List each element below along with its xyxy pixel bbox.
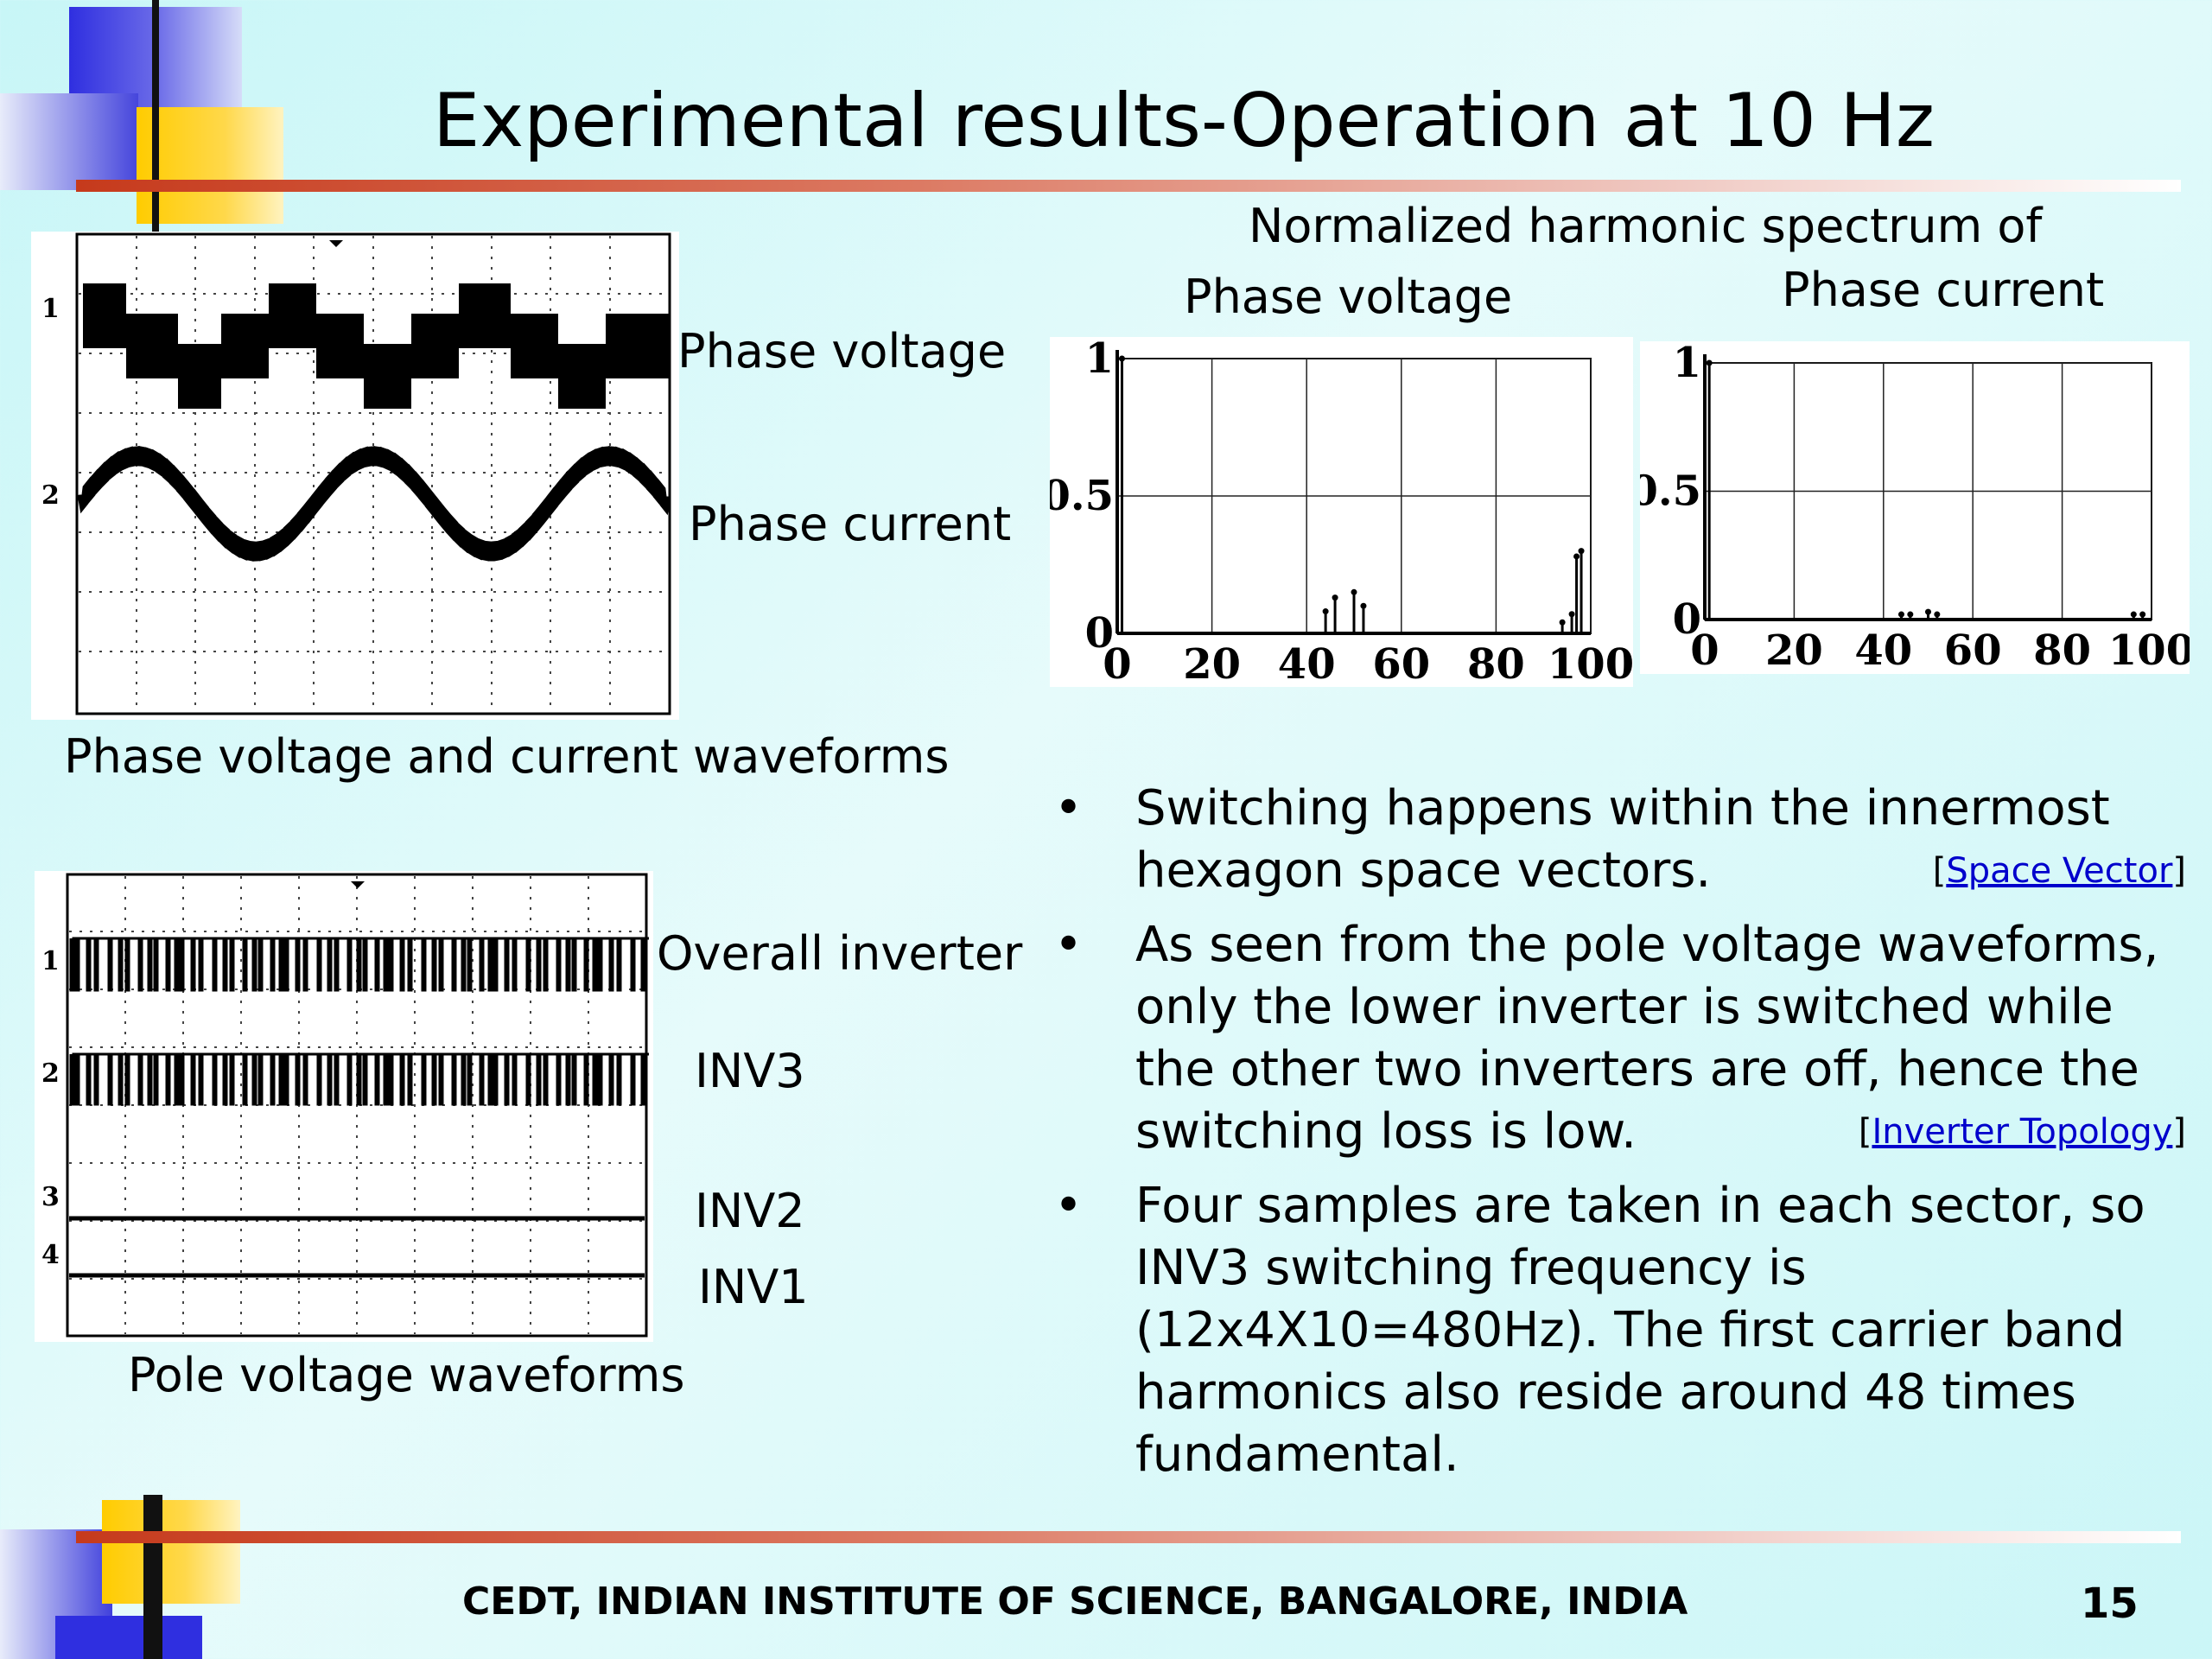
spectrum-bar-tip <box>2130 611 2137 618</box>
x-tick-label: 80 <box>1467 640 1525 687</box>
page-number: 15 <box>2081 1580 2139 1628</box>
corner-decoration-top <box>0 0 285 233</box>
current-spectrum-panel: 0 20 40 60 80 100 0 0.5 1 <box>1629 339 2195 675</box>
spectrum-bar-tip <box>1573 553 1580 560</box>
footer-institution: CEDT, INDIAN INSTITUTE OF SCIENCE, BANGA… <box>462 1580 1688 1624</box>
inv3-label: INV3 <box>695 1044 805 1098</box>
spectrum-bar-tip <box>1934 611 1941 618</box>
spectrum-bar-tip <box>1322 608 1329 615</box>
bullet-item: • As seen from the pole voltage waveform… <box>1046 914 2186 1163</box>
voltage-spectrum-chart: 0 20 40 60 80 100 0 0.5 1 <box>1041 334 1634 689</box>
phase-voltage-label: Phase voltage <box>677 324 1007 378</box>
spectrum-bar-tip <box>1578 548 1585 555</box>
y-tick-label: 0 <box>1085 609 1114 658</box>
current-spectrum-chart: 0 20 40 60 80 100 0 0.5 1 <box>1629 339 2195 675</box>
y-tick-label: 0.5 <box>1050 472 1114 520</box>
spectrum-bar-tip <box>1360 602 1367 609</box>
scope-pole-panel <box>35 871 653 1342</box>
bullet-dot-icon: • <box>1054 1178 1084 1234</box>
scope-phase-panel <box>31 232 679 720</box>
voltage-spectrum-panel: 0 20 40 60 80 100 0 0.5 1 <box>1041 334 1634 689</box>
x-tick-label: 80 <box>2033 626 2091 674</box>
pole-channel-marker-1: 1 <box>41 946 60 976</box>
overall-inverter-label: Overall inverter <box>657 926 1023 981</box>
x-tick-label: 40 <box>1278 640 1336 687</box>
bullet-item: • Four samples are taken in each sector,… <box>1046 1175 2186 1486</box>
x-tick-label: 100 <box>2108 626 2190 674</box>
spectrum-bar-tip <box>2139 611 2146 618</box>
bullet-dot-icon: • <box>1054 917 1084 973</box>
scope-phase-caption: Phase voltage and current waveforms <box>64 729 950 784</box>
space-vector-link-wrapper: [Space Vector] <box>1932 851 2186 891</box>
title-divider <box>76 180 2181 192</box>
phase-current-label: Phase current <box>689 497 1012 551</box>
x-tick-label: 0 <box>1690 626 1719 674</box>
inverter-topology-link-wrapper: [Inverter Topology] <box>1858 1112 2186 1152</box>
inv1-label: INV1 <box>698 1260 809 1314</box>
y-tick-label: 1 <box>1673 341 1701 387</box>
pole-channel-marker-3: 3 <box>41 1182 60 1212</box>
scope-pole-waveforms <box>66 873 649 1338</box>
corner-decoration-bottom <box>0 1495 259 1659</box>
y-tick-label: 0.5 <box>1640 467 1701 516</box>
y-tick-label: 0 <box>1673 595 1701 644</box>
bullet-text: Switching happens within the innermost h… <box>1135 780 2110 899</box>
pole-channel-marker-4: 4 <box>41 1240 60 1270</box>
inv2-label: INV2 <box>695 1184 805 1238</box>
spectrum-bar-tip <box>1925 608 1931 615</box>
spectrum-bar-tip <box>1907 611 1914 618</box>
slide-title: Experimental results-Operation at 10 Hz <box>432 78 1935 164</box>
spectrum-bar-tip <box>1351 588 1357 595</box>
scope-channel-marker-2: 2 <box>41 480 60 511</box>
footer-divider <box>76 1531 2181 1543</box>
inverter-topology-link[interactable]: Inverter Topology <box>1872 1112 2173 1152</box>
scope-pole-caption: Pole voltage waveforms <box>128 1348 685 1402</box>
x-tick-label: 20 <box>1183 640 1241 687</box>
x-tick-label: 60 <box>1372 640 1430 687</box>
y-tick-label: 1 <box>1085 337 1114 383</box>
space-vector-link[interactable]: Space Vector <box>1946 851 2173 891</box>
x-tick-label: 40 <box>1854 626 1912 674</box>
spectrum-heading: Normalized harmonic spectrum of <box>1249 199 2043 253</box>
x-tick-label: 0 <box>1103 640 1131 687</box>
spectrum-current-title: Phase current <box>1782 263 2105 317</box>
spectrum-voltage-title: Phase voltage <box>1184 270 1513 324</box>
x-tick-label: 20 <box>1765 626 1823 674</box>
x-tick-label: 60 <box>1944 626 2002 674</box>
bullet-item: • Switching happens within the innermost… <box>1046 778 2186 902</box>
scope-phase-waveforms <box>75 232 671 715</box>
spectrum-bar-tip <box>1332 594 1338 601</box>
scope-channel-marker-1: 1 <box>41 294 60 324</box>
x-tick-label: 100 <box>1548 640 1633 687</box>
spectrum-bar-tip <box>1568 611 1575 618</box>
spectrum-bar-tip <box>1559 619 1566 626</box>
spectrum-bar-tip <box>1897 611 1904 618</box>
bullet-list: • Switching happens within the innermost… <box>1046 778 2186 1498</box>
bullet-text: Four samples are taken in each sector, s… <box>1135 1178 2145 1483</box>
bullet-dot-icon: • <box>1054 780 1084 836</box>
spectrum-bar-tip <box>1118 355 1125 362</box>
spectrum-bar-tip <box>1706 359 1713 366</box>
pole-channel-marker-2: 2 <box>41 1058 60 1089</box>
bullet-text: As seen from the pole voltage waveforms,… <box>1135 917 2159 1160</box>
